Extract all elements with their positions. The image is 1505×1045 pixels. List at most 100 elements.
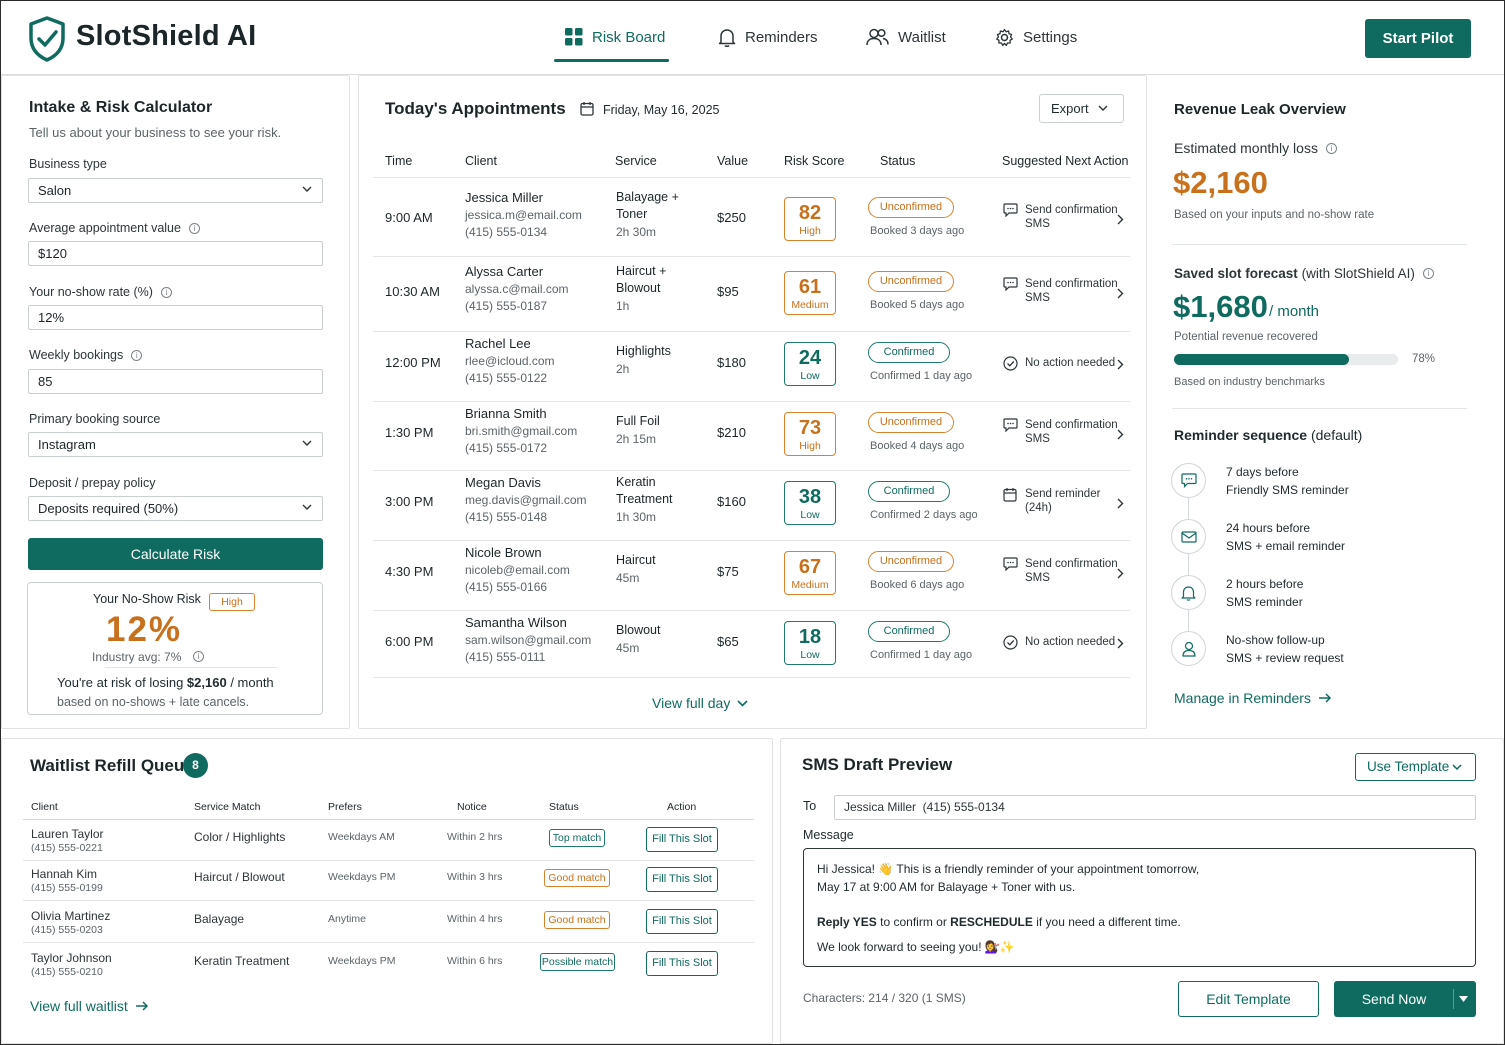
label-text: Primary booking source (29, 412, 161, 426)
suggested-action[interactable]: Send confirmation SMS (1025, 557, 1118, 585)
caret-down-icon[interactable] (1459, 996, 1468, 1002)
booking-source-select[interactable]: Instagram (28, 432, 323, 457)
risk-score-box: 82 High (784, 197, 836, 241)
manage-reminders-link[interactable]: Manage in Reminders (1174, 690, 1332, 706)
info-icon[interactable]: i (131, 349, 143, 361)
appt-time: 12:00 PM (385, 355, 441, 370)
fill-slot-button[interactable]: Fill This Slot (646, 951, 718, 976)
client-name[interactable]: Brianna Smith (465, 406, 547, 421)
action-line-1: Send confirmation (1025, 558, 1118, 570)
booked-note: Confirmed 1 day ago (870, 370, 973, 382)
suggested-action[interactable]: No action needed (1025, 356, 1115, 370)
divider (1172, 244, 1467, 245)
chat-icon (1003, 203, 1018, 218)
info-icon[interactable]: i (193, 651, 204, 662)
chevron-right-icon[interactable] (1117, 568, 1124, 579)
label-text: Weekly bookings (29, 348, 124, 362)
risk-level: High (799, 440, 821, 452)
nav-settings[interactable]: Settings (995, 28, 1077, 47)
risk-score-box: 73 High (784, 412, 836, 456)
noshow-rate-input[interactable]: 12% (28, 305, 323, 330)
link-label: View full day (652, 695, 731, 711)
client-name[interactable]: Nicole Brown (465, 545, 542, 560)
action-icon-wrap (1003, 418, 1018, 437)
chevron-right-icon[interactable] (1117, 288, 1124, 299)
waitlist-title: Waitlist Refill Queue (30, 756, 194, 775)
use-template-button[interactable]: Use Template (1355, 753, 1476, 781)
step-what: SMS reminder (1226, 595, 1303, 609)
fill-slot-button[interactable]: Fill This Slot (646, 909, 718, 934)
calculate-risk-button[interactable]: Calculate Risk (28, 538, 323, 570)
step-what: SMS + email reminder (1226, 539, 1346, 553)
suggested-action[interactable]: Send reminder (24h) (1025, 487, 1100, 515)
reply-yes: Reply YES (817, 915, 877, 929)
suggested-action[interactable]: Send confirmation SMS (1025, 277, 1118, 305)
nav-reminders[interactable]: Reminders (718, 28, 818, 47)
row-divider (373, 256, 1130, 257)
service-duration: 1h (616, 299, 630, 313)
chevron-down-icon (302, 504, 312, 510)
risk-level: Low (800, 509, 820, 521)
deposit-select[interactable]: Deposits required (50%) (28, 496, 323, 521)
chevron-right-icon[interactable] (1117, 498, 1124, 509)
info-icon[interactable]: i (1422, 268, 1434, 279)
nav-waitlist[interactable]: Waitlist (866, 28, 946, 46)
booked-note: Confirmed 2 days ago (870, 509, 978, 521)
message-label: Message (803, 828, 854, 842)
nav-risk-board[interactable]: Risk Board (565, 28, 665, 46)
suggested-action[interactable]: No action needed (1025, 635, 1115, 649)
export-button[interactable]: Export (1039, 94, 1124, 123)
risk-score: 67 (798, 556, 822, 578)
client-phone: (415) 555-0187 (465, 299, 548, 313)
weekly-bookings-input[interactable]: 85 (28, 369, 323, 394)
info-icon[interactable]: i (160, 286, 172, 298)
chevron-right-icon[interactable] (1117, 359, 1124, 370)
to-field[interactable]: Jessica Miller (415) 555-0134 (834, 795, 1476, 820)
chevron-right-icon[interactable] (1117, 214, 1124, 225)
message-line-2: May 17 at 9:00 AM for Balayage + Toner w… (817, 880, 1076, 894)
view-full-waitlist-link[interactable]: View full waitlist (30, 998, 149, 1014)
client-name[interactable]: Megan Davis (465, 475, 541, 490)
message-line-4: We look forward to seeing you! 💇‍♀️✨ (817, 940, 1015, 954)
booked-note: Booked 6 days ago (870, 579, 965, 591)
appt-value: $210 (717, 425, 746, 440)
start-pilot-button[interactable]: Start Pilot (1365, 19, 1471, 58)
suggested-action[interactable]: Send confirmation SMS (1025, 203, 1118, 231)
info-icon[interactable]: i (1325, 142, 1337, 154)
chevron-right-icon[interactable] (1117, 638, 1124, 649)
message-textarea[interactable] (803, 848, 1476, 967)
action-line-1: Send confirmation (1025, 278, 1118, 290)
select-value: Salon (38, 183, 72, 198)
client-name[interactable]: Jessica Miller (465, 190, 544, 205)
client-name[interactable]: Samantha Wilson (465, 615, 567, 630)
booked-note: Confirmed 1 day ago (870, 649, 973, 661)
risk-score-box: 38 Low (784, 481, 836, 525)
title-extra: (default) (1310, 427, 1363, 443)
fill-slot-button[interactable]: Fill This Slot (646, 867, 718, 892)
avg-value-input[interactable]: $120 (28, 241, 323, 266)
benchmark-note: Based on industry benchmarks (1174, 376, 1326, 388)
send-now-button[interactable]: Send Now (1334, 981, 1476, 1017)
loss-statement: You're at risk of losing $2,160 / month (57, 675, 274, 690)
fill-slot-button[interactable]: Fill This Slot (646, 827, 718, 852)
view-full-day-link[interactable]: View full day (652, 695, 748, 711)
notice: Within 4 hrs (447, 913, 503, 925)
row-divider (23, 860, 754, 861)
chat-icon (1180, 473, 1197, 488)
info-icon[interactable]: i (188, 222, 200, 234)
suggested-action[interactable]: Send confirmation SMS (1025, 418, 1118, 446)
risk-score: 18 (798, 626, 822, 648)
reply-reschedule: RESCHEDULE (950, 915, 1033, 929)
client-name[interactable]: Alyssa Carter (465, 264, 544, 279)
reply-mid: to confirm or (876, 915, 951, 929)
business-type-select[interactable]: Salon (28, 178, 323, 203)
header-divider (23, 819, 754, 820)
est-loss-label: Estimated monthly loss i (1174, 140, 1337, 156)
risk-score-box: 67 Medium (784, 551, 836, 595)
client-name[interactable]: Rachel Lee (465, 336, 531, 351)
service-duration: 2h 15m (616, 432, 657, 446)
column-header: Notice (457, 801, 487, 813)
edit-template-button[interactable]: Edit Template (1178, 981, 1319, 1017)
chevron-right-icon[interactable] (1117, 429, 1124, 440)
service-match: Keratin Treatment (194, 954, 290, 968)
